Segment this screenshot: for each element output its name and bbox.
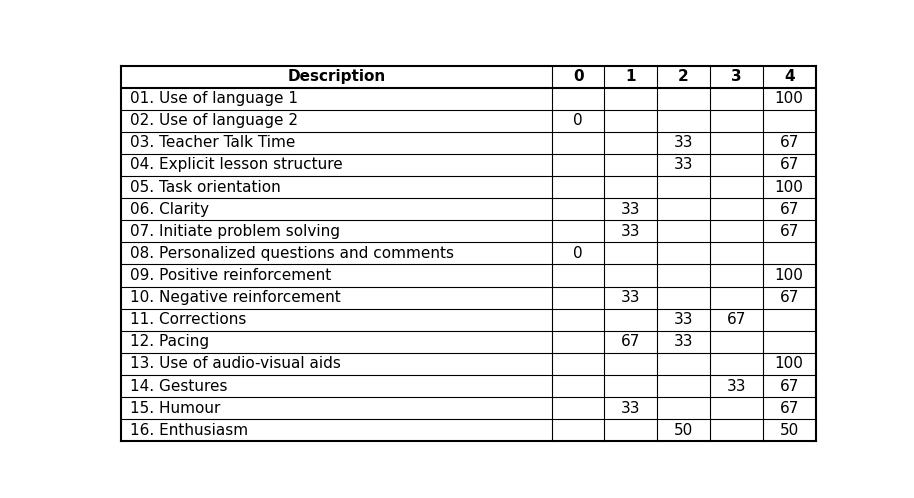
Text: 4: 4	[784, 69, 794, 84]
Text: 100: 100	[775, 91, 803, 106]
Text: 13. Use of audio-visual aids: 13. Use of audio-visual aids	[130, 357, 341, 372]
Text: 67: 67	[780, 157, 799, 172]
Text: 33: 33	[622, 202, 641, 217]
Text: 50: 50	[674, 423, 693, 438]
Text: 33: 33	[622, 290, 641, 305]
Text: 33: 33	[674, 135, 694, 150]
Text: 2: 2	[678, 69, 689, 84]
Text: 33: 33	[622, 401, 641, 416]
Text: 16. Enthusiasm: 16. Enthusiasm	[130, 423, 248, 438]
Text: Description: Description	[287, 69, 386, 84]
Text: 0: 0	[573, 246, 583, 261]
Text: 11. Corrections: 11. Corrections	[130, 312, 246, 327]
Text: 1: 1	[625, 69, 636, 84]
Text: 67: 67	[622, 334, 641, 349]
Text: 33: 33	[674, 312, 694, 327]
Text: 100: 100	[775, 180, 803, 195]
Text: 02. Use of language 2: 02. Use of language 2	[130, 113, 298, 128]
Text: 67: 67	[780, 135, 799, 150]
Text: 50: 50	[780, 423, 799, 438]
Text: 33: 33	[674, 334, 694, 349]
Text: 03. Teacher Talk Time: 03. Teacher Talk Time	[130, 135, 295, 150]
Text: 33: 33	[727, 378, 746, 393]
Text: 33: 33	[622, 224, 641, 239]
Text: 0: 0	[573, 113, 583, 128]
Text: 01. Use of language 1: 01. Use of language 1	[130, 91, 298, 106]
Text: 67: 67	[727, 312, 746, 327]
Text: 15. Humour: 15. Humour	[130, 401, 220, 416]
Text: 67: 67	[780, 202, 799, 217]
Text: 06. Clarity: 06. Clarity	[130, 202, 208, 217]
Text: 100: 100	[775, 268, 803, 283]
Text: 3: 3	[731, 69, 741, 84]
Text: 09. Positive reinforcement: 09. Positive reinforcement	[130, 268, 331, 283]
Text: 10. Negative reinforcement: 10. Negative reinforcement	[130, 290, 341, 305]
Text: 100: 100	[775, 357, 803, 372]
Text: 67: 67	[780, 378, 799, 393]
Text: 04. Explicit lesson structure: 04. Explicit lesson structure	[130, 157, 343, 172]
Text: 33: 33	[674, 157, 694, 172]
Text: 12. Pacing: 12. Pacing	[130, 334, 209, 349]
Text: 0: 0	[573, 69, 583, 84]
Text: 07. Initiate problem solving: 07. Initiate problem solving	[130, 224, 340, 239]
Text: 67: 67	[780, 401, 799, 416]
Text: 08. Personalized questions and comments: 08. Personalized questions and comments	[130, 246, 454, 261]
Text: 14. Gestures: 14. Gestures	[130, 378, 228, 393]
Text: 05. Task orientation: 05. Task orientation	[130, 180, 281, 195]
Text: 67: 67	[780, 224, 799, 239]
Text: 67: 67	[780, 290, 799, 305]
